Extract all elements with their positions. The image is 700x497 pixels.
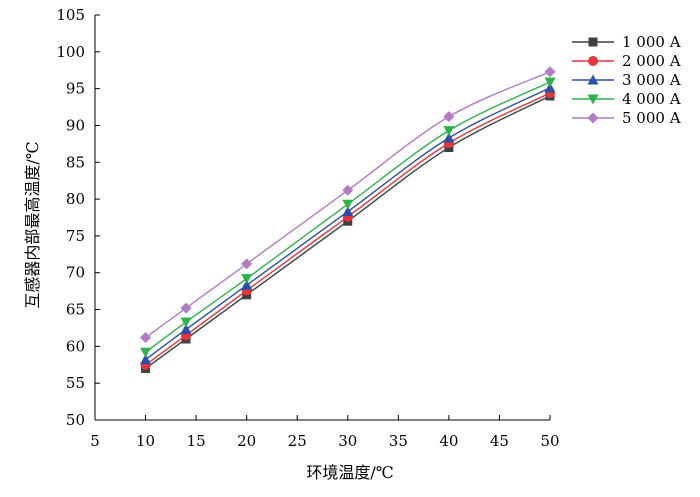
- legend-label: 2 000 A: [622, 52, 681, 70]
- data-point: [342, 184, 354, 196]
- x-tick-label: 50: [540, 432, 559, 450]
- legend-item-3: 3 000 A: [572, 71, 681, 89]
- y-axis-title: 互感器内部最高温度/℃: [23, 141, 42, 308]
- data-point: [180, 302, 192, 314]
- data-point: [241, 279, 253, 290]
- legend-item-5: 5 000 A: [572, 109, 681, 127]
- legend-marker: [588, 56, 598, 66]
- series-5: [140, 66, 556, 344]
- x-tick-label: 15: [187, 432, 206, 450]
- legend-marker: [587, 74, 599, 85]
- y-tick-label: 60: [66, 337, 85, 355]
- data-point: [180, 317, 192, 328]
- data-point: [241, 274, 253, 285]
- y-tick-label: 75: [66, 227, 85, 245]
- data-point: [544, 66, 556, 78]
- series-3: [140, 82, 556, 365]
- y-tick-label: 105: [56, 6, 85, 24]
- legend-marker: [587, 112, 599, 124]
- legend-label: 3 000 A: [622, 71, 681, 89]
- x-axis-title: 环境温度/℃: [306, 463, 393, 482]
- legend-item-1: 1 000 A: [572, 33, 681, 51]
- data-point: [544, 77, 556, 88]
- series-layer: [140, 66, 556, 373]
- y-tick-label: 50: [66, 411, 85, 429]
- axes: 5 10 15 20 25 30 35 40 45 50 50 55 60 65 70 75 80 85 90 95 1…: [56, 6, 559, 450]
- series-1: [141, 91, 555, 373]
- y-tick-label: 55: [66, 374, 85, 392]
- data-point: [342, 206, 354, 217]
- y-tick-label: 100: [56, 43, 85, 61]
- x-tick-label: 40: [439, 432, 458, 450]
- data-point: [443, 132, 455, 143]
- legend-item-2: 2 000 A: [572, 52, 681, 70]
- legend-item-4: 4 000 A: [572, 90, 681, 108]
- data-point: [180, 323, 192, 334]
- y-tick-label: 95: [66, 80, 85, 98]
- x-tick-label: 35: [389, 432, 408, 450]
- legend-marker: [588, 37, 598, 47]
- x-tick-label: 20: [237, 432, 256, 450]
- x-tick-label: 30: [338, 432, 357, 450]
- x-tick-label: 10: [136, 432, 155, 450]
- legend-label: 5 000 A: [622, 109, 681, 127]
- legend: 1 000 A2 000 A3 000 A4 000 A5 000 A: [572, 33, 681, 127]
- data-point: [241, 258, 253, 270]
- series-line: [145, 95, 551, 370]
- x-tick-label: 5: [90, 432, 100, 450]
- y-tick-label: 65: [66, 301, 85, 319]
- legend-label: 1 000 A: [622, 33, 681, 51]
- data-point: [443, 111, 455, 123]
- data-point: [443, 126, 455, 137]
- data-point: [342, 199, 354, 210]
- series-4: [140, 77, 556, 358]
- y-tick-label: 80: [66, 190, 85, 208]
- data-point: [140, 354, 152, 365]
- y-tick-label: 90: [66, 116, 85, 134]
- data-point: [140, 332, 152, 344]
- y-tick-label: 70: [66, 264, 85, 282]
- legend-label: 4 000 A: [622, 90, 681, 108]
- legend-marker: [587, 94, 599, 105]
- x-tick-label: 25: [288, 432, 307, 450]
- x-tick-label: 45: [490, 432, 509, 450]
- y-tick-label: 85: [66, 153, 85, 171]
- data-point: [140, 347, 152, 358]
